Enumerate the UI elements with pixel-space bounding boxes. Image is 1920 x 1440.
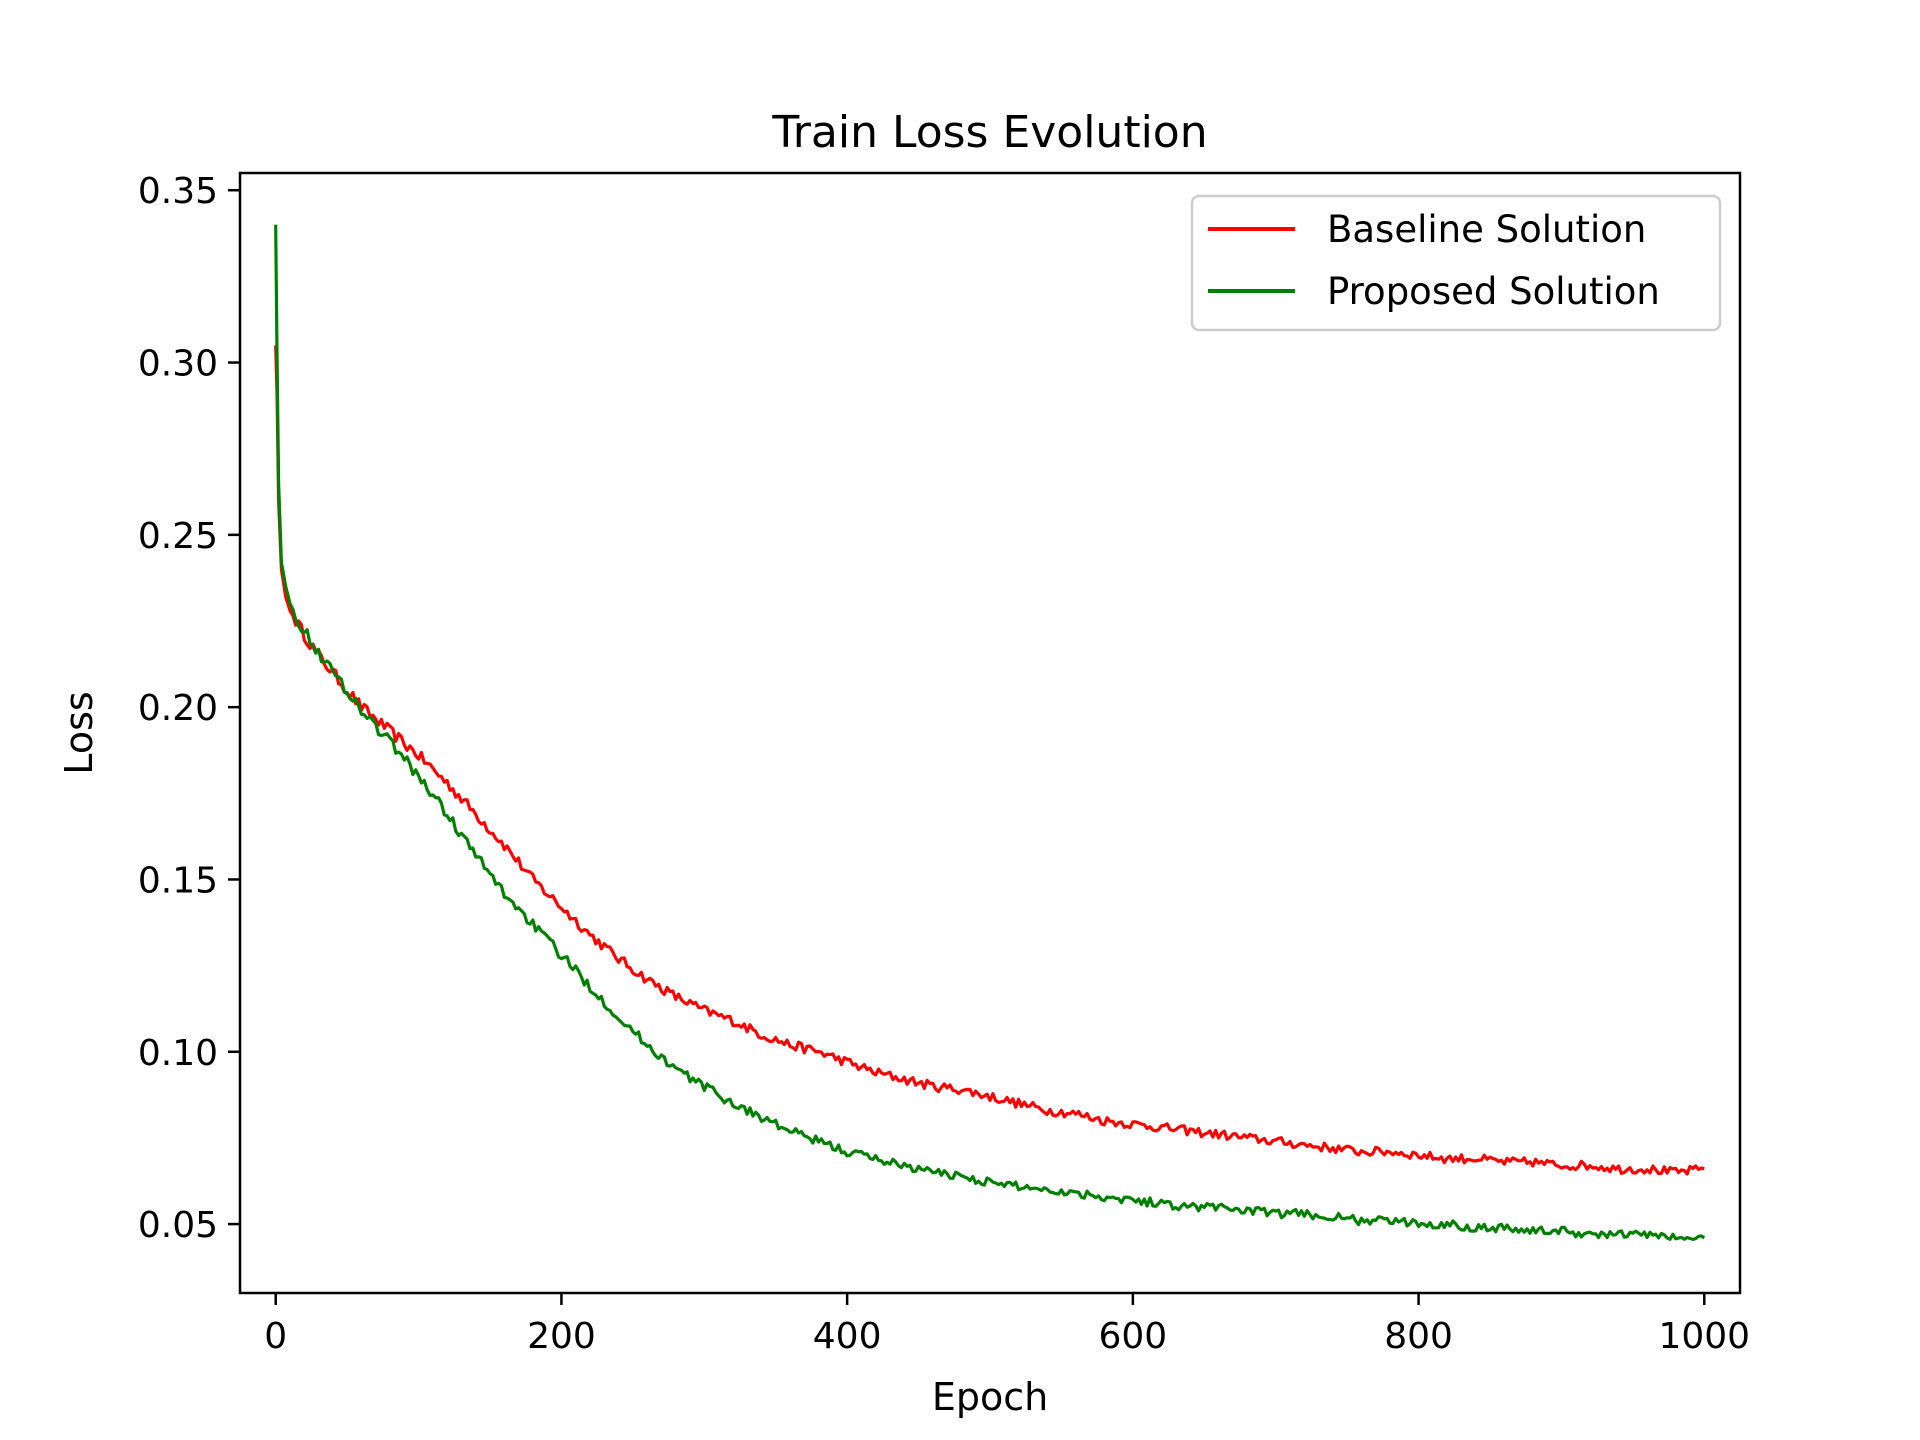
x-tick-label: 0: [264, 1316, 287, 1357]
x-tick-label: 1000: [1658, 1316, 1750, 1357]
x-tick-label: 200: [527, 1316, 596, 1357]
series-line-baseline: [274, 345, 1705, 1176]
series-layer: [274, 224, 1706, 1242]
y-tick-label: 0.20: [138, 688, 218, 729]
x-axis-ticks: 0 200 400 600 800 1000: [264, 1293, 1750, 1357]
legend-label-proposed: Proposed Solution: [1327, 270, 1660, 313]
y-tick-label: 0.35: [138, 171, 218, 212]
axes-frame: [238, 171, 1742, 1295]
y-axis-ticks: 0.05 0.10 0.15 0.20 0.25 0.30 0.35: [138, 171, 240, 1246]
legend: Baseline Solution Proposed Solution: [1190, 194, 1722, 332]
x-tick-label: 400: [813, 1316, 882, 1357]
series-line-proposed: [274, 224, 1706, 1242]
x-axis-label: Epoch: [932, 1375, 1048, 1419]
x-tick-label: 800: [1384, 1316, 1453, 1357]
y-tick-label: 0.10: [138, 1033, 218, 1074]
chart-title: Train Loss Evolution: [771, 107, 1207, 158]
y-tick-label: 0.15: [138, 860, 218, 901]
x-tick-label: 600: [1098, 1316, 1167, 1357]
y-tick-label: 0.05: [138, 1205, 218, 1246]
y-tick-label: 0.25: [138, 516, 218, 557]
y-tick-label: 0.30: [138, 344, 218, 385]
plot-area: [238, 171, 1742, 1295]
legend-box: [1190, 194, 1722, 332]
legend-label-baseline: Baseline Solution: [1327, 208, 1646, 251]
y-axis-label: Loss: [57, 691, 101, 774]
